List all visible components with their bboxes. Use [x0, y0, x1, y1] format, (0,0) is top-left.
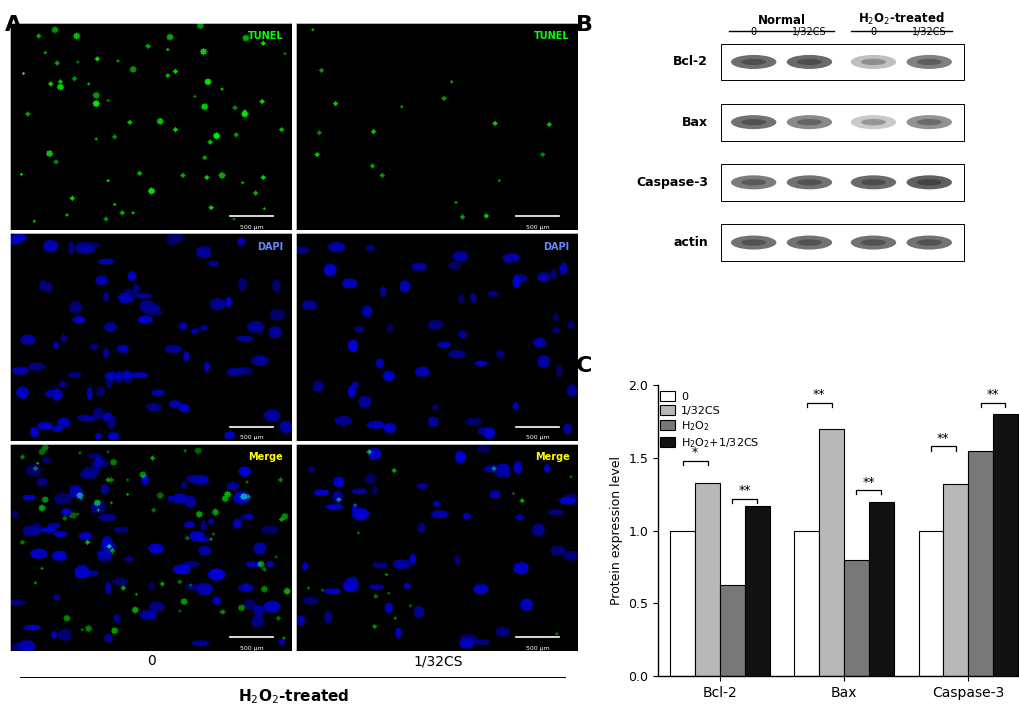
Text: **: ** [936, 432, 949, 445]
Text: 0: 0 [869, 27, 875, 37]
Text: 1/32CS: 1/32CS [792, 27, 826, 37]
Text: 0: 0 [147, 654, 156, 668]
Bar [719, 585, 744, 676]
Ellipse shape [916, 239, 941, 246]
FancyBboxPatch shape [719, 104, 963, 140]
Text: Bcl-2: Bcl-2 [673, 55, 707, 68]
Text: **: ** [862, 475, 874, 489]
Bar [918, 531, 943, 676]
Text: 500 μm: 500 μm [525, 225, 549, 230]
Text: Merge: Merge [249, 452, 283, 462]
Text: A: A [5, 15, 22, 35]
Ellipse shape [741, 59, 765, 65]
FancyBboxPatch shape [719, 164, 963, 201]
Bar [695, 483, 719, 676]
Ellipse shape [860, 179, 886, 185]
Ellipse shape [860, 59, 886, 65]
Ellipse shape [906, 236, 951, 249]
Text: Bax: Bax [682, 116, 707, 129]
Ellipse shape [860, 119, 886, 125]
Ellipse shape [796, 179, 821, 185]
Bar [744, 506, 769, 676]
FancyBboxPatch shape [719, 44, 963, 80]
Bar [993, 414, 1017, 676]
Text: B: B [576, 15, 593, 35]
Ellipse shape [850, 55, 896, 69]
Bar [868, 502, 893, 676]
Bar [794, 531, 818, 676]
Bar [669, 531, 695, 676]
Ellipse shape [916, 179, 941, 185]
Text: 1/32CS: 1/32CS [413, 654, 463, 668]
Legend: 0, 1/32CS, H$_2$O$_2$, H$_2$O$_2$+1/32CS: 0, 1/32CS, H$_2$O$_2$, H$_2$O$_2$+1/32CS [659, 391, 758, 450]
Text: 500 μm: 500 μm [525, 435, 549, 440]
Ellipse shape [786, 175, 832, 189]
Text: Normal: Normal [757, 14, 805, 27]
Ellipse shape [731, 55, 775, 69]
Ellipse shape [796, 119, 821, 125]
Text: 500 μm: 500 μm [239, 225, 263, 230]
Text: 1/32CS: 1/32CS [911, 27, 946, 37]
Ellipse shape [741, 179, 765, 185]
Text: 500 μm: 500 μm [239, 435, 263, 440]
Ellipse shape [906, 115, 951, 129]
Bar [967, 451, 993, 676]
Bar [818, 429, 844, 676]
Text: TUNEL: TUNEL [248, 31, 283, 41]
Ellipse shape [786, 55, 832, 69]
Text: **: ** [738, 484, 750, 497]
FancyBboxPatch shape [719, 224, 963, 261]
Text: DAPI: DAPI [543, 242, 569, 252]
Ellipse shape [850, 175, 896, 189]
Ellipse shape [916, 119, 941, 125]
Ellipse shape [731, 236, 775, 249]
Ellipse shape [741, 239, 765, 246]
Y-axis label: Protein expression level: Protein expression level [609, 457, 622, 605]
Text: Merge: Merge [534, 452, 569, 462]
Ellipse shape [786, 236, 832, 249]
Ellipse shape [786, 115, 832, 129]
Text: C: C [576, 356, 592, 377]
Ellipse shape [906, 55, 951, 69]
Text: Caspase-3: Caspase-3 [636, 176, 707, 189]
Text: 500 μm: 500 μm [239, 646, 263, 651]
Text: **: ** [985, 388, 999, 401]
Text: 500 μm: 500 μm [525, 646, 549, 651]
Text: TUNEL: TUNEL [533, 31, 569, 41]
Text: *: * [691, 446, 698, 459]
Ellipse shape [796, 239, 821, 246]
Text: H$_2$O$_2$-treated: H$_2$O$_2$-treated [857, 11, 944, 27]
Ellipse shape [731, 115, 775, 129]
Ellipse shape [850, 115, 896, 129]
Ellipse shape [741, 119, 765, 125]
Text: 0: 0 [750, 27, 756, 37]
Bar [943, 484, 967, 676]
Ellipse shape [916, 59, 941, 65]
Text: **: ** [812, 388, 824, 401]
Ellipse shape [850, 236, 896, 249]
Ellipse shape [731, 175, 775, 189]
Ellipse shape [906, 175, 951, 189]
Ellipse shape [860, 239, 886, 246]
Bar [844, 560, 868, 676]
Text: H$_2$O$_2$-treated: H$_2$O$_2$-treated [237, 687, 348, 706]
Text: actin: actin [673, 236, 707, 249]
Ellipse shape [796, 59, 821, 65]
Text: DAPI: DAPI [257, 242, 283, 252]
